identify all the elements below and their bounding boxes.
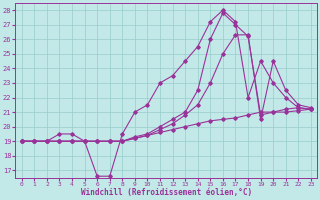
X-axis label: Windchill (Refroidissement éolien,°C): Windchill (Refroidissement éolien,°C) xyxy=(81,188,252,197)
